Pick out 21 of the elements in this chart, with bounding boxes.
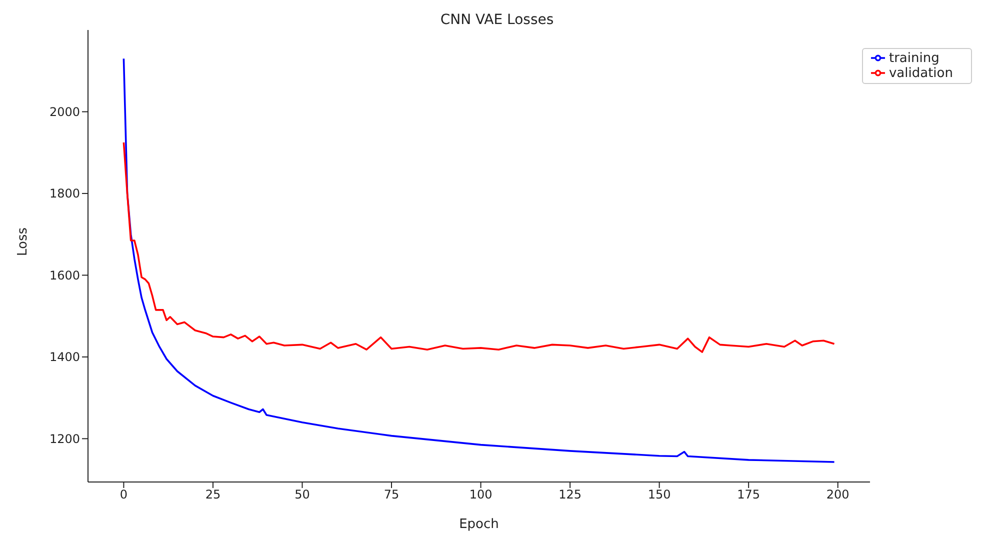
y-tick-label: 1600 xyxy=(49,268,80,282)
y-tick-label: 1200 xyxy=(49,432,80,446)
y-tick-label: 1800 xyxy=(49,186,80,201)
x-tick-label: 100 xyxy=(469,488,492,502)
x-tick-label: 150 xyxy=(648,488,671,502)
x-tick-label: 50 xyxy=(294,488,310,502)
x-tick-label: 175 xyxy=(737,488,760,502)
y-tick-label: 2000 xyxy=(49,104,80,119)
x-tick-label: 200 xyxy=(826,488,850,502)
chart-title: CNN VAE Losses xyxy=(439,12,555,28)
line-series xyxy=(122,58,836,463)
x-tick-label: 75 xyxy=(384,488,400,502)
x-tick-label: 125 xyxy=(558,488,582,502)
x-axis-title: Epoch xyxy=(459,517,499,532)
legend-label: training xyxy=(888,51,940,66)
legend-label: validation xyxy=(888,66,953,81)
y-tick-label: 1400 xyxy=(49,350,80,364)
y-axis-title: Loss xyxy=(16,227,31,256)
line-series xyxy=(122,141,836,353)
x-tick-label: 0 xyxy=(120,488,128,502)
x-tick-label: 25 xyxy=(205,488,221,502)
